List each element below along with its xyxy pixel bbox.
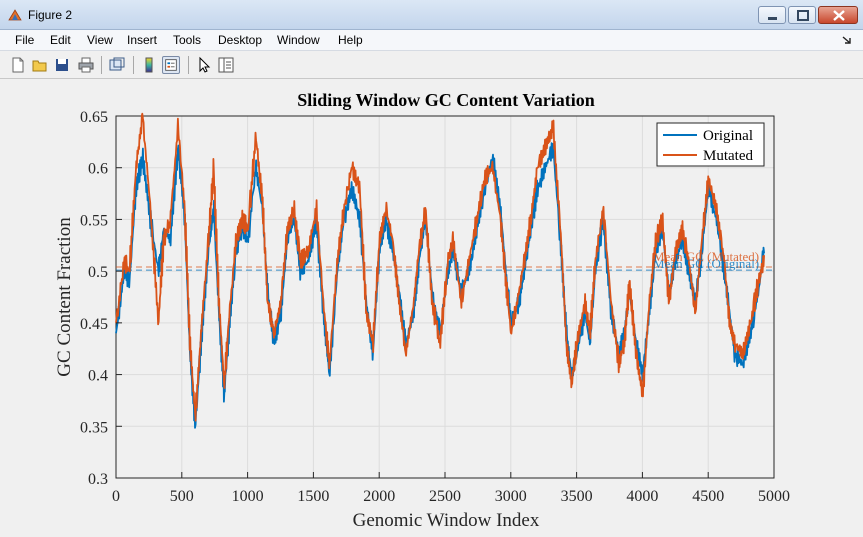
menu-view[interactable]: View [87, 33, 113, 47]
figure-toolbar [0, 51, 863, 79]
y-axis-label: GC Content Fraction [54, 217, 75, 377]
legend[interactable]: Original Mutated [656, 122, 765, 167]
y-tick-label: 0.3 [88, 471, 108, 488]
x-tick-label: 0 [112, 488, 120, 505]
x-tick-label: 3000 [495, 488, 527, 505]
new-figure-icon[interactable] [9, 56, 27, 74]
annotations: Mean GC (Original)Mean GC (Mutated) [653, 249, 759, 271]
menu-bar: File Edit View Insert Tools Desktop Wind… [0, 30, 863, 51]
menu-tools[interactable]: Tools [173, 33, 202, 47]
x-tick-label: 1000 [232, 488, 264, 505]
legend-icon[interactable] [162, 56, 180, 74]
menu-desktop[interactable]: Desktop [218, 33, 263, 47]
chart: 0 500 1000 1500 2000 2500 3000 3500 4000 4500 5000… [54, 90, 790, 531]
print-icon[interactable] [77, 56, 95, 74]
x-tick-label: 2500 [429, 488, 461, 505]
window-title: Figure 2 [28, 8, 73, 22]
y-tick-label: 0.5 [88, 264, 108, 281]
series-line-mutated [115, 112, 765, 422]
link-plot-icon[interactable] [108, 56, 126, 74]
pointer-icon[interactable] [195, 56, 213, 74]
menu-window[interactable]: Window [277, 33, 320, 47]
maximize-button[interactable] [788, 6, 816, 24]
x-tick-label: 5000 [758, 488, 790, 505]
x-axis-ticks: 0 500 1000 1500 2000 2500 3000 3500 4000 4500 5000 [112, 472, 790, 505]
chart-title: Sliding Window GC Content Variation [297, 90, 594, 110]
menu-help[interactable]: Help [338, 33, 363, 47]
close-icon [833, 10, 845, 21]
minimize-button[interactable] [758, 6, 786, 24]
x-tick-label: 4500 [692, 488, 724, 505]
x-tick-label: 500 [170, 488, 194, 505]
legend-label-original: Original [703, 128, 753, 144]
x-tick-label: 3500 [561, 488, 593, 505]
x-axis-label: Genomic Window Index [353, 510, 540, 531]
y-tick-label: 0.6 [88, 161, 108, 178]
close-button[interactable] [818, 6, 858, 24]
maximize-icon [797, 10, 809, 21]
menu-edit[interactable]: Edit [50, 33, 71, 47]
mean-annotation: Mean GC (Mutated) [653, 249, 759, 264]
minimize-icon [768, 17, 777, 20]
dock-arrow-icon[interactable] [842, 35, 852, 45]
legend-label-mutated: Mutated [703, 148, 753, 164]
y-tick-label: 0.35 [80, 419, 108, 436]
y-tick-label: 0.4 [88, 368, 108, 385]
menu-insert[interactable]: Insert [127, 33, 158, 47]
window-title-bar: Figure 2 [0, 0, 863, 30]
y-tick-label: 0.45 [80, 316, 108, 333]
y-tick-label: 0.65 [80, 109, 108, 126]
x-tick-label: 4000 [626, 488, 658, 505]
menu-file[interactable]: File [15, 33, 35, 47]
x-tick-label: 1500 [297, 488, 329, 505]
save-icon[interactable] [53, 56, 71, 74]
x-tick-label: 2000 [363, 488, 395, 505]
series-lines [115, 112, 765, 429]
open-file-icon[interactable] [31, 56, 49, 74]
legend-box [656, 122, 765, 167]
colorbar-icon[interactable] [140, 56, 158, 74]
mean-annotation: Mean GC (Original) [653, 256, 759, 271]
property-editor-icon[interactable] [217, 56, 235, 74]
y-tick-label: 0.55 [80, 212, 108, 229]
y-axis-ticks: 0.3 0.35 0.4 0.45 0.5 0.55 0.6 0.65 [80, 109, 122, 488]
matlab-icon [8, 9, 22, 21]
